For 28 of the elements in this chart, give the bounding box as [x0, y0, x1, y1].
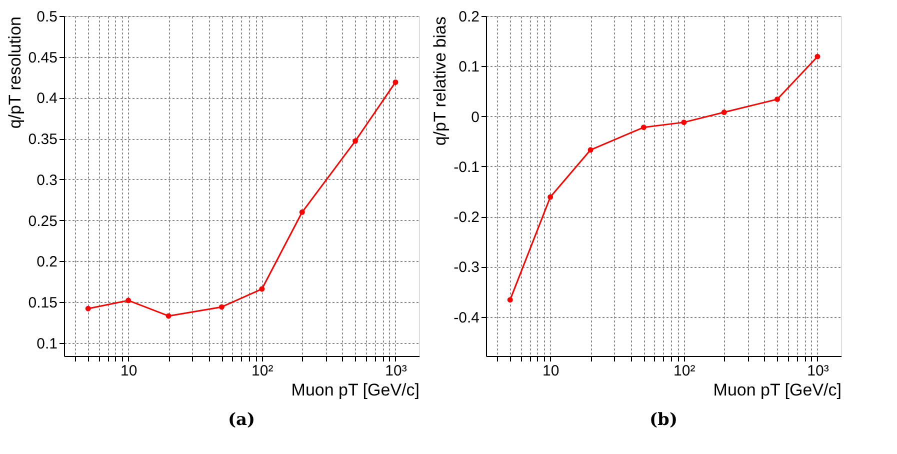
text: (a)	[228, 410, 256, 430]
x-tick-label: 10³	[385, 362, 407, 380]
y-tick-label: 0	[471, 108, 480, 126]
y-tick-label: 0.1	[458, 58, 480, 76]
x-tick-label: 10³	[807, 362, 829, 380]
y-tick-label: 0.4	[36, 90, 58, 108]
y-tick-label: 0.2	[36, 254, 58, 271]
x-tick-label: 10	[120, 362, 138, 380]
y-tick-label: -0.4	[454, 309, 480, 326]
x-axis-title: Muon pT [GeV/c]	[713, 380, 842, 400]
y-tick-label: 0.35	[28, 131, 58, 148]
y-tick-label: -0.3	[454, 259, 480, 276]
y-tick-label: 0.1	[36, 335, 58, 352]
y-axis-title: q/pT relative bias	[430, 16, 450, 146]
y-tick-label: -0.1	[454, 158, 480, 176]
y-tick-label: 0.45	[28, 49, 58, 66]
y-tick-label: -0.2	[454, 209, 480, 226]
x-tick-label: 10²	[674, 362, 696, 380]
x-tick-label: 10	[542, 362, 560, 380]
y-tick-label: 0.3	[36, 172, 58, 189]
x-tick-label: 10²	[252, 362, 274, 380]
y-tick-label: 0.15	[28, 294, 58, 312]
y-tick-label: 0.25	[28, 212, 58, 230]
x-axis-title: Muon pT [GeV/c]	[291, 380, 420, 400]
y-axis-title: q/pT resolution	[5, 16, 24, 129]
y-tick-label: 0.2	[458, 8, 480, 26]
text: (b)	[650, 410, 678, 430]
y-tick-label: 0.5	[36, 8, 58, 26]
